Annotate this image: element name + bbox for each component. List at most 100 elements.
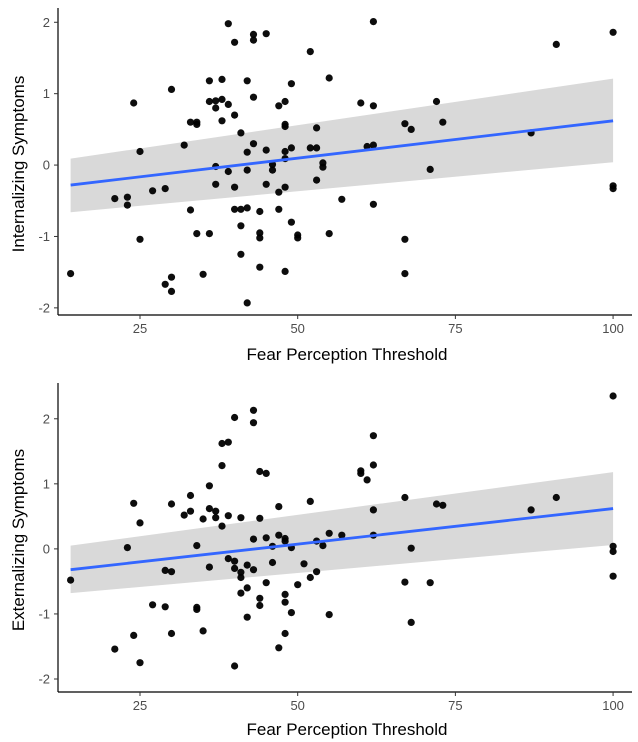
data-point [275, 102, 283, 110]
data-point [180, 141, 188, 149]
data-point [130, 499, 138, 507]
data-point [401, 120, 409, 128]
data-point [237, 514, 245, 522]
data-point [407, 125, 415, 133]
data-point [552, 40, 560, 49]
data-point [243, 77, 251, 85]
data-point [256, 594, 264, 602]
data-point [275, 205, 283, 213]
data-point [256, 467, 264, 476]
data-point [287, 218, 295, 226]
data-point [281, 537, 289, 545]
data-point [249, 140, 258, 148]
y-tick-label: 0 [43, 158, 50, 173]
data-point [212, 507, 220, 515]
data-point [136, 519, 144, 527]
data-point [212, 180, 220, 188]
data-point [243, 204, 251, 212]
data-point [363, 142, 371, 151]
data-point [325, 230, 333, 238]
data-point [161, 603, 169, 611]
data-point [313, 144, 321, 152]
data-point [262, 534, 270, 542]
data-point [136, 147, 144, 156]
data-point [275, 188, 283, 196]
x-tick-label: 100 [602, 321, 624, 336]
data-point [243, 613, 251, 621]
data-point [357, 99, 365, 107]
data-point [249, 419, 258, 427]
data-point [325, 611, 333, 619]
data-point [231, 564, 239, 573]
x-tick-label: 100 [602, 698, 624, 713]
data-point [369, 141, 377, 149]
data-point [111, 645, 119, 653]
data-point [306, 573, 314, 582]
data-point [313, 124, 321, 132]
data-point [319, 542, 327, 550]
x-tick-label: 25 [133, 321, 147, 336]
data-point [249, 535, 258, 543]
data-point [186, 206, 195, 214]
data-point [212, 97, 220, 105]
data-point [218, 95, 226, 103]
data-point [287, 144, 295, 152]
x-axis-title-internalizing: Fear Perception Threshold [247, 345, 448, 364]
data-point [161, 185, 169, 193]
data-point [224, 167, 232, 176]
data-point [67, 270, 75, 278]
data-point [281, 97, 289, 106]
data-point [149, 187, 157, 195]
data-point [237, 222, 245, 230]
data-point [281, 629, 289, 638]
x-tick-label: 75 [448, 698, 462, 713]
data-point [256, 229, 264, 237]
data-point [167, 568, 176, 576]
y-tick-label: -1 [38, 606, 50, 621]
data-point [218, 439, 226, 448]
data-point [212, 514, 220, 522]
data-point [67, 576, 75, 584]
data-point [249, 406, 258, 414]
data-point [432, 97, 441, 106]
data-point [111, 195, 119, 203]
data-point [426, 165, 434, 173]
data-point [262, 180, 270, 188]
data-point [237, 205, 245, 213]
data-point [237, 129, 245, 137]
data-point [199, 270, 207, 278]
data-point [205, 505, 213, 513]
data-point [249, 566, 258, 574]
externalizing-panel: Fear Perception Threshold Externalizing … [9, 383, 632, 739]
y-tick-label: 0 [43, 541, 50, 556]
y-tick-label: 2 [43, 15, 50, 30]
data-point [287, 80, 295, 88]
data-point [609, 392, 617, 400]
data-point [205, 230, 213, 238]
x-axis-title-externalizing: Fear Perception Threshold [247, 720, 448, 739]
data-point [439, 501, 447, 509]
data-point [256, 263, 264, 271]
data-point [256, 234, 264, 242]
data-point [401, 578, 409, 586]
data-point [369, 506, 377, 514]
data-point [186, 118, 195, 126]
data-point [306, 144, 314, 152]
data-point [609, 185, 617, 193]
data-point [609, 547, 617, 556]
data-point [167, 500, 176, 508]
data-point [262, 469, 270, 477]
data-point [369, 200, 377, 208]
data-point [426, 579, 434, 587]
data-point [167, 287, 176, 295]
data-point [224, 512, 232, 520]
data-point [249, 36, 258, 44]
confidence-band-internalizing [70, 78, 614, 213]
data-point [275, 644, 283, 652]
data-point [243, 561, 251, 569]
data-point [268, 558, 277, 567]
data-point [130, 631, 138, 640]
data-point [300, 560, 308, 568]
data-point [231, 183, 239, 191]
data-point [193, 230, 201, 238]
